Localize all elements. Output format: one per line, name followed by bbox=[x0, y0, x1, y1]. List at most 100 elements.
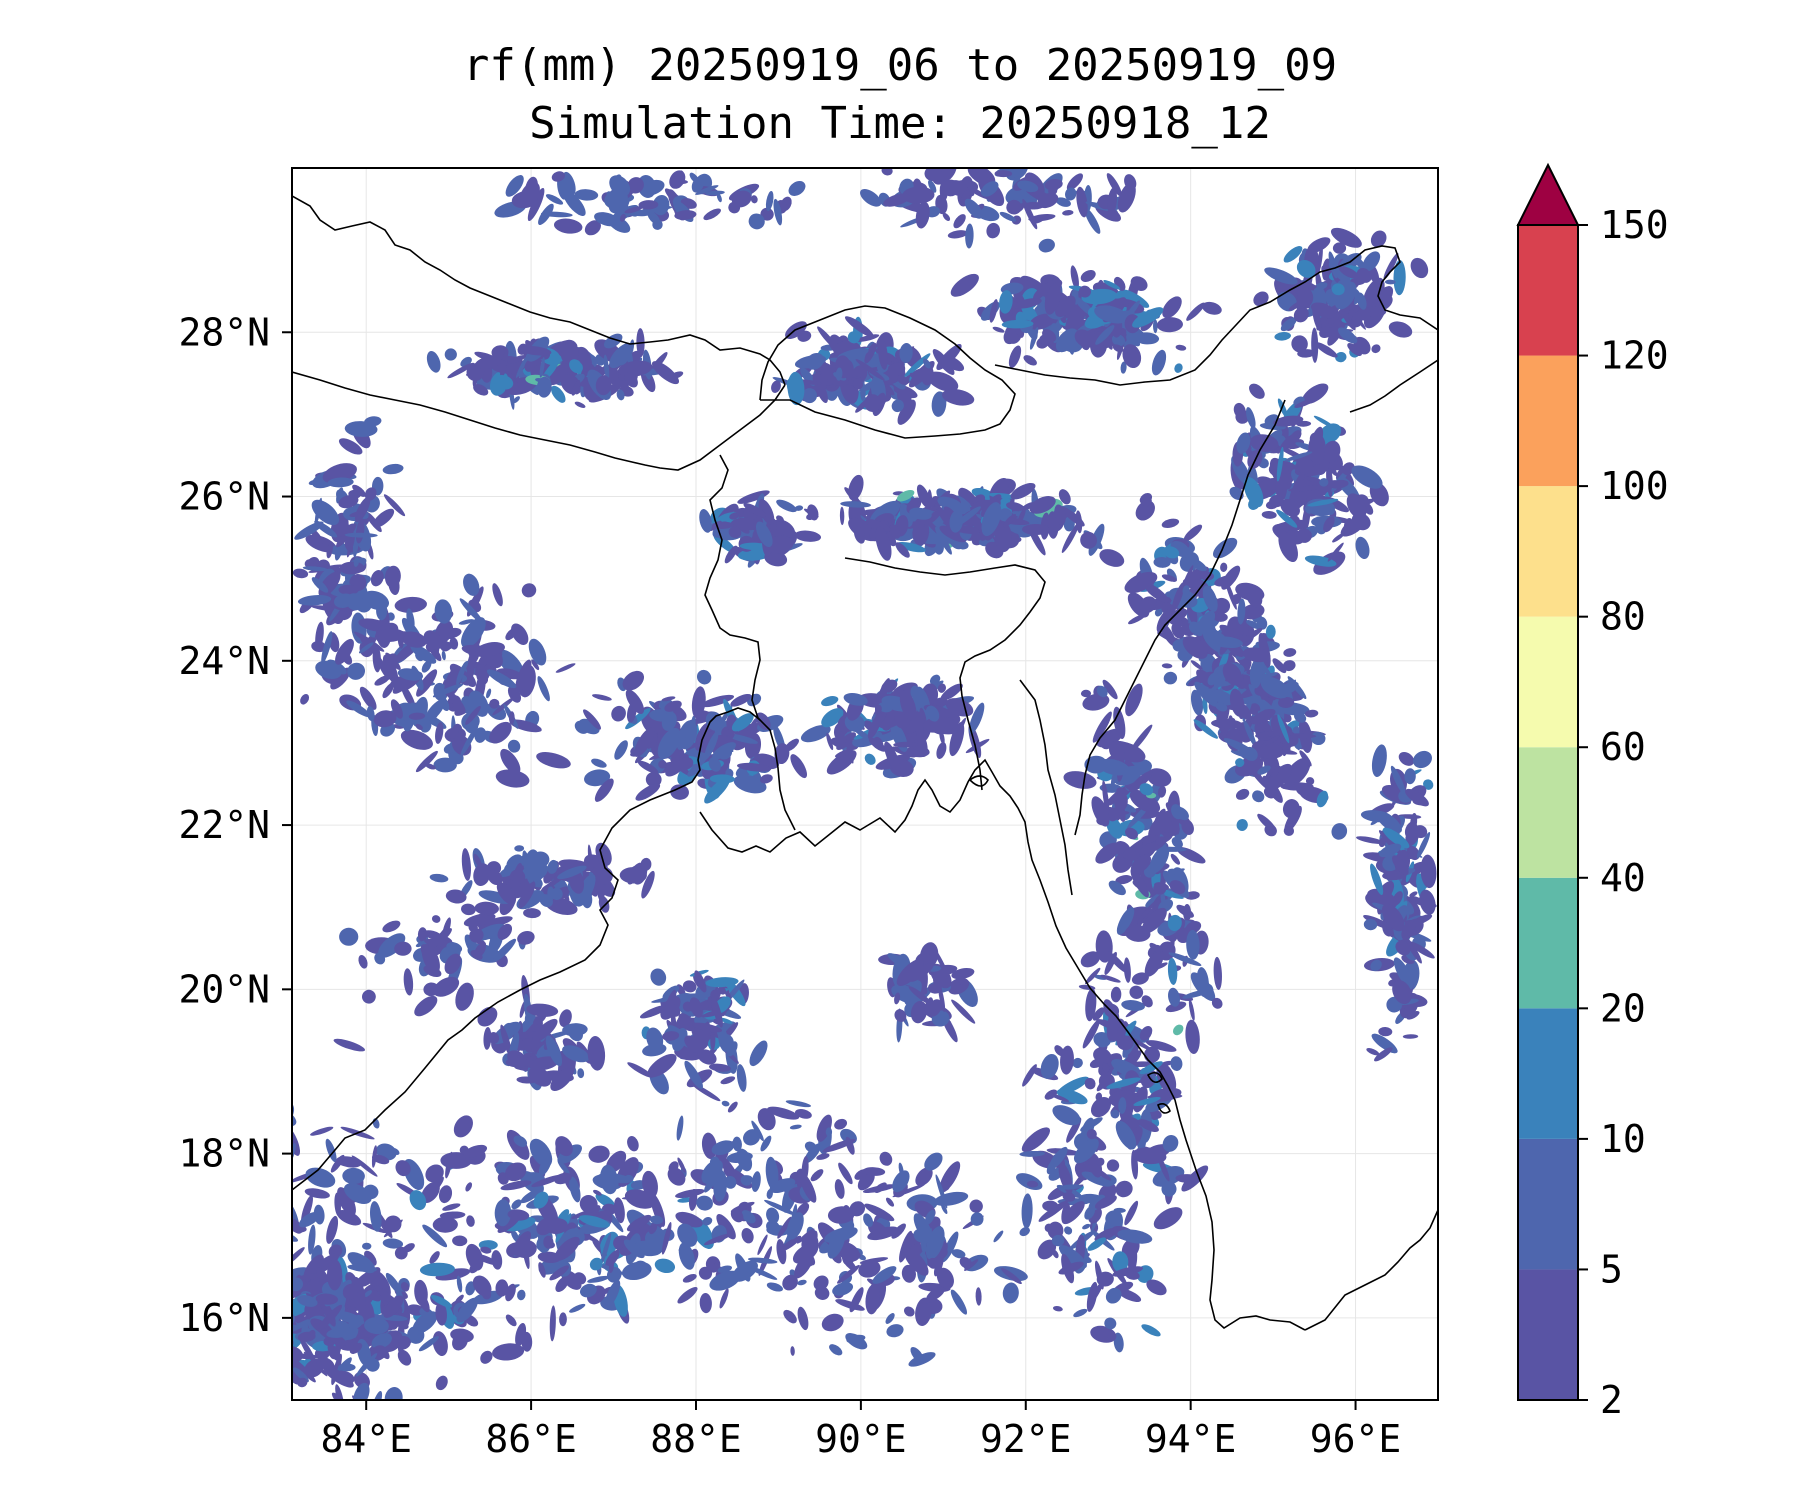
rain-cell bbox=[1095, 842, 1120, 864]
rain-cell bbox=[362, 1242, 372, 1250]
rain-cell bbox=[993, 1230, 1004, 1243]
x-axis-ticks: 84°E 86°E 88°E 90°E 92°E 94°E 96°E bbox=[320, 1400, 1401, 1461]
rain-cell bbox=[1144, 950, 1164, 977]
rain-cell bbox=[254, 1348, 266, 1368]
rain-cell bbox=[1000, 1267, 1022, 1285]
rain-cell bbox=[1237, 598, 1246, 625]
rain-cell bbox=[90, 1313, 105, 1327]
rain-cell bbox=[874, 1182, 887, 1193]
rain-cell bbox=[1125, 827, 1138, 840]
rain-cell bbox=[292, 1317, 315, 1334]
rain-cell bbox=[1351, 465, 1383, 489]
rain-cell bbox=[892, 1184, 925, 1198]
colorbar-tick-label: 120 bbox=[1600, 334, 1669, 378]
rain-cell bbox=[1107, 951, 1128, 973]
rain-cell bbox=[837, 1264, 860, 1284]
rain-cell bbox=[661, 1221, 672, 1255]
rain-cell bbox=[1188, 999, 1195, 1021]
rain-cell bbox=[589, 1257, 603, 1271]
rain-cell bbox=[838, 1162, 853, 1185]
rain-cell bbox=[863, 1213, 874, 1227]
rain-cell bbox=[1242, 647, 1271, 663]
rain-cell bbox=[1327, 542, 1344, 562]
rain-cell bbox=[1169, 880, 1186, 895]
rain-cell bbox=[627, 1136, 639, 1152]
rain-cell bbox=[1073, 1138, 1099, 1164]
rain-cell bbox=[456, 1275, 463, 1293]
rain-cell bbox=[649, 1215, 664, 1225]
rain-cell bbox=[326, 1258, 343, 1291]
rain-cell bbox=[1131, 1147, 1167, 1165]
rain-cell bbox=[538, 1155, 552, 1176]
rain-cell bbox=[511, 1199, 522, 1210]
rain-cell bbox=[1022, 1064, 1037, 1087]
rain-cell bbox=[1146, 1279, 1167, 1296]
rain-cell bbox=[730, 1208, 744, 1223]
map-subtitle: Simulation Time: 20250918_12 bbox=[529, 98, 1271, 149]
rain-cell bbox=[1346, 493, 1367, 519]
rain-cell bbox=[797, 1279, 807, 1286]
rain-cell bbox=[813, 1275, 829, 1291]
rain-cell bbox=[913, 1213, 933, 1243]
rain-cell bbox=[1185, 1019, 1200, 1055]
rain-cell bbox=[1167, 608, 1188, 623]
colorbar-tick-label: 5 bbox=[1600, 1247, 1623, 1291]
rain-cell bbox=[1140, 496, 1152, 507]
rain-cell bbox=[1057, 1076, 1089, 1095]
rain-cell bbox=[827, 1228, 846, 1259]
rain-cell bbox=[1284, 451, 1313, 462]
rain-cell bbox=[797, 1306, 809, 1331]
rain-cell bbox=[429, 1251, 440, 1264]
rain-cell bbox=[716, 1214, 736, 1240]
rain-cell bbox=[338, 1363, 356, 1372]
rain-cell bbox=[297, 1295, 318, 1307]
rain-cell bbox=[741, 1227, 754, 1244]
rain-cell bbox=[245, 1247, 256, 1274]
rain-cell bbox=[1193, 719, 1219, 739]
rain-cell bbox=[1139, 783, 1154, 796]
rain-cell bbox=[569, 1176, 581, 1203]
rain-cell bbox=[1246, 407, 1256, 429]
y-tick-label: 22°N bbox=[178, 803, 270, 847]
rain-cell bbox=[223, 1028, 241, 1038]
y-tick-label: 20°N bbox=[178, 967, 270, 1011]
rain-cell bbox=[767, 1106, 800, 1120]
rain-cell bbox=[1176, 846, 1206, 864]
rain-cell bbox=[1113, 706, 1126, 740]
rain-cell bbox=[331, 1392, 355, 1400]
rain-cell bbox=[1092, 1007, 1105, 1021]
rain-cell bbox=[832, 1282, 854, 1296]
rain-cell bbox=[1223, 738, 1256, 755]
rain-cell bbox=[336, 1156, 362, 1168]
rain-cell bbox=[1355, 536, 1370, 560]
rain-cell bbox=[159, 1312, 180, 1332]
rain-cell bbox=[1106, 816, 1123, 839]
rain-cell bbox=[517, 1289, 526, 1301]
rain-cell bbox=[342, 1283, 358, 1300]
rain-cell bbox=[1026, 1180, 1039, 1188]
rain-cell bbox=[623, 1239, 645, 1259]
rain-cell bbox=[371, 1145, 378, 1168]
rain-cell bbox=[769, 1178, 796, 1194]
rain-cell bbox=[1235, 758, 1245, 768]
rain-cell bbox=[430, 1294, 453, 1308]
rain-cell bbox=[908, 1352, 936, 1367]
rain-cell bbox=[1248, 497, 1260, 510]
rain-cell bbox=[273, 1325, 285, 1343]
rain-cell bbox=[1089, 1057, 1105, 1069]
rain-cell bbox=[347, 1252, 376, 1274]
rain-cell bbox=[1085, 988, 1097, 1022]
rain-cell bbox=[1304, 555, 1337, 567]
rain-cell bbox=[1181, 819, 1194, 835]
rain-cell bbox=[751, 1171, 761, 1192]
rain-cell bbox=[276, 1335, 288, 1351]
rain-cell bbox=[1021, 1127, 1051, 1153]
rain-cell bbox=[1175, 1174, 1200, 1183]
rain-cell bbox=[1133, 1096, 1161, 1107]
rain-cell bbox=[696, 1195, 713, 1211]
rain-cell bbox=[1048, 1093, 1070, 1102]
rain-cell bbox=[1185, 556, 1207, 572]
rain-cell bbox=[677, 1286, 698, 1304]
rain-cell bbox=[1277, 714, 1290, 744]
rain-cell bbox=[1157, 785, 1167, 798]
